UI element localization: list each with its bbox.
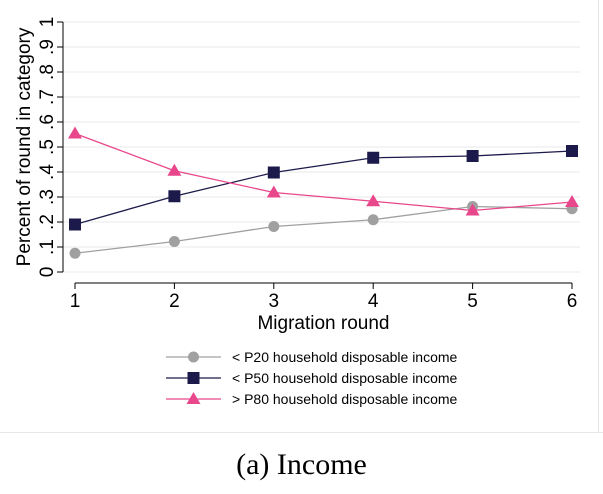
data-point-s2-1: [69, 218, 81, 231]
data-point-s3-3: [266, 185, 281, 198]
y-tick-label: .8: [37, 64, 58, 80]
y-tick-label: .7: [37, 89, 58, 105]
data-point-s1-4: [367, 214, 379, 226]
data-point-s3-6: [565, 195, 579, 207]
series-line-3: [74, 132, 573, 212]
x-tick-label: 5: [467, 291, 478, 312]
y-tick-label: .9: [37, 39, 58, 55]
figure-caption: (a) Income: [236, 448, 367, 481]
data-point-s2-3: [267, 166, 280, 179]
data-point-s1-1: [69, 247, 81, 259]
legend-label-2: < P50 household disposable income: [232, 370, 458, 386]
y-tick-label: .2: [37, 214, 58, 230]
y-tick-label: 1: [37, 17, 58, 28]
x-axis-label: Migration round: [257, 313, 389, 334]
x-tick-label: 2: [169, 291, 180, 312]
x-tick-label: 4: [368, 291, 379, 312]
data-point-s2-2: [168, 190, 181, 203]
data-point-s2-4: [367, 151, 380, 164]
data-point-s1-2: [168, 236, 180, 247]
legend-label-3: > P80 household disposable income: [232, 391, 458, 407]
figure-divider: [0, 432, 603, 433]
figure-border: [598, 0, 599, 432]
series-line-1: [74, 205, 573, 254]
legend-marker-2: [187, 372, 200, 384]
x-tick-label: 3: [269, 291, 280, 312]
grid-lines: [63, 21, 580, 273]
legend-label-1: < P20 household disposable income: [232, 349, 458, 365]
data-point-s3-4: [366, 194, 381, 207]
y-tick-label: .3: [37, 189, 58, 205]
data-point-s3-1: [68, 126, 82, 139]
legend: < P20 household disposable income < P50 h…: [166, 349, 458, 407]
x-tick-label: 1: [70, 291, 81, 312]
y-tick-label: .6: [37, 114, 58, 130]
data-point-s2-5: [466, 150, 479, 162]
y-axis-label: Percent of round in category: [14, 27, 35, 266]
series-group: [68, 126, 579, 259]
data-point-s1-3: [268, 221, 280, 232]
data-point-s3-2: [167, 163, 182, 176]
data-point-s2-6: [566, 145, 578, 157]
y-tick-label: .1: [37, 239, 58, 255]
x-tick-label: 6: [567, 291, 578, 312]
y-tick-label: .5: [37, 139, 58, 155]
legend-marker-3: [186, 392, 201, 404]
y-tick-label: .4: [37, 164, 58, 180]
series-line-2: [74, 150, 573, 226]
data-point-s3-5: [465, 203, 480, 216]
legend-marker-1: [188, 351, 199, 363]
y-tick-label: 0: [37, 267, 58, 278]
